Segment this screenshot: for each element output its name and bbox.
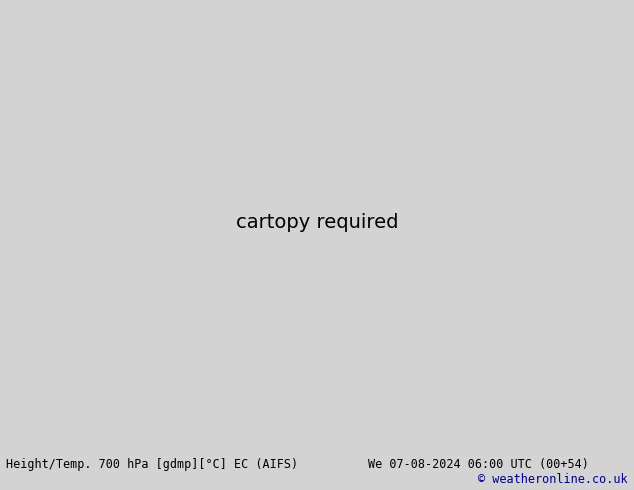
Text: cartopy required: cartopy required [236,214,398,232]
Text: Height/Temp. 700 hPa [gdmp][°C] EC (AIFS): Height/Temp. 700 hPa [gdmp][°C] EC (AIFS… [6,458,299,471]
Text: © weatheronline.co.uk: © weatheronline.co.uk [478,473,628,487]
Text: We 07-08-2024 06:00 UTC (00+54): We 07-08-2024 06:00 UTC (00+54) [368,458,588,471]
